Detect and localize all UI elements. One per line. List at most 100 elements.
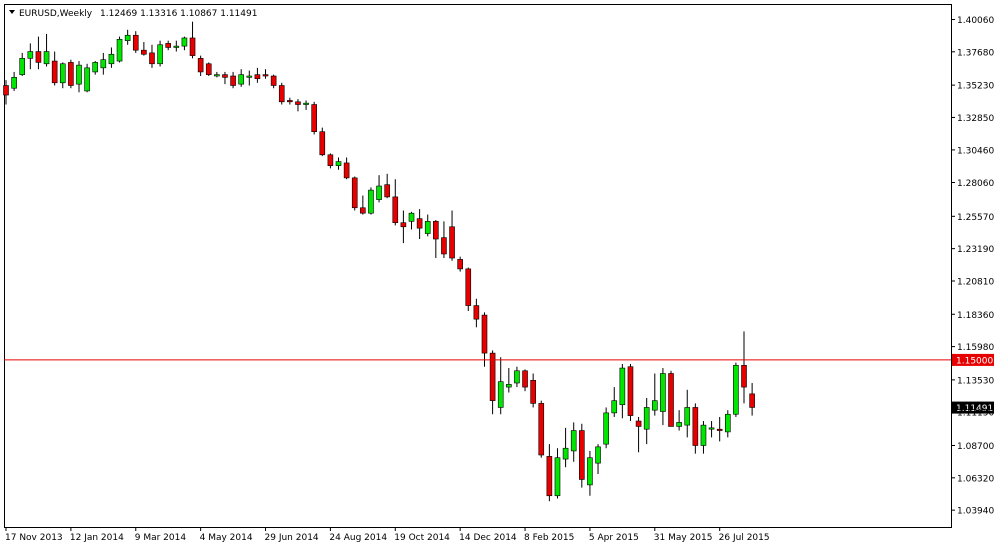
candle bbox=[230, 71, 236, 89]
candle bbox=[246, 70, 253, 86]
bear-candle-body bbox=[433, 221, 439, 240]
bear-candle-body bbox=[327, 154, 334, 166]
candle bbox=[724, 410, 731, 438]
candle bbox=[343, 157, 350, 180]
candle bbox=[643, 397, 650, 445]
bull-candle-body bbox=[157, 44, 163, 65]
bear-candle-body bbox=[692, 407, 699, 446]
candle bbox=[708, 421, 715, 438]
candle bbox=[108, 47, 115, 68]
overlays: 1.15000 1.11491 bbox=[4, 353, 994, 414]
y-tick-label: 1.20810 bbox=[957, 277, 994, 287]
candle bbox=[700, 421, 707, 454]
y-tick-label: 1.06320 bbox=[957, 474, 994, 484]
bull-candle-body bbox=[651, 400, 658, 411]
bear-candle-body bbox=[400, 222, 407, 228]
candle bbox=[181, 36, 188, 51]
candle bbox=[214, 71, 220, 78]
candle bbox=[676, 410, 682, 431]
bull-candle-body bbox=[76, 64, 82, 85]
bear-candle-body bbox=[741, 365, 747, 388]
x-tick-label: 26 Jul 2015 bbox=[719, 533, 770, 543]
bear-candle-body bbox=[668, 373, 674, 427]
bear-candle-body bbox=[141, 49, 147, 55]
candles bbox=[3, 21, 755, 502]
bear-candle-body bbox=[546, 456, 553, 497]
y-tick-label: 1.30460 bbox=[957, 146, 994, 156]
x-tick-label: 9 Mar 2014 bbox=[135, 533, 187, 543]
bull-candle-body bbox=[108, 53, 115, 65]
candle bbox=[327, 153, 334, 169]
candle bbox=[611, 387, 618, 417]
candle bbox=[124, 29, 131, 45]
candle bbox=[360, 195, 366, 215]
bull-candle-body bbox=[700, 424, 707, 446]
bull-candle-body bbox=[59, 63, 66, 84]
bull-candle-body bbox=[181, 37, 188, 47]
bull-candle-body bbox=[100, 59, 107, 69]
y-tick-label: 1.37680 bbox=[957, 48, 994, 58]
bull-candle-body bbox=[570, 430, 577, 452]
price-axis[interactable]: 1.40060 1.37680 1.35230 1.32850 1.30460 1.280… bbox=[951, 16, 994, 517]
bull-candle-body bbox=[603, 412, 609, 445]
x-tick-label: 12 Jan 2014 bbox=[70, 533, 124, 543]
bull-candle-body bbox=[368, 189, 374, 214]
bull-candle-body bbox=[724, 413, 731, 433]
x-tick-label: 24 Aug 2014 bbox=[329, 533, 387, 543]
bear-candle-body bbox=[51, 60, 58, 84]
bear-candle-body bbox=[473, 305, 480, 320]
bear-candle-body bbox=[295, 101, 301, 105]
x-tick-label: 19 Oct 2014 bbox=[394, 533, 450, 543]
candle bbox=[376, 175, 382, 203]
candle bbox=[3, 80, 9, 105]
bear-candle-body bbox=[287, 100, 293, 103]
bear-candle-body bbox=[360, 207, 366, 214]
candle bbox=[84, 63, 90, 93]
candle bbox=[538, 400, 545, 458]
bull-candle-body bbox=[173, 45, 180, 48]
bear-candle-body bbox=[627, 366, 634, 416]
bull-candle-body bbox=[554, 457, 561, 497]
candle bbox=[457, 256, 463, 272]
bull-candle-body bbox=[733, 365, 739, 415]
candle bbox=[351, 176, 358, 211]
bear-candle-body bbox=[449, 226, 455, 259]
candle bbox=[262, 69, 269, 79]
candle bbox=[68, 59, 74, 89]
candle bbox=[733, 362, 739, 417]
candle bbox=[481, 312, 488, 367]
current-price-label: 1.11491 bbox=[956, 404, 993, 414]
time-axis[interactable]: 17 Nov 2013 12 Jan 2014 9 Mar 2014 4 May 20… bbox=[5, 527, 770, 543]
bull-candle-body bbox=[84, 67, 90, 92]
candle bbox=[270, 74, 277, 89]
dropdown-triangle-icon[interactable] bbox=[9, 10, 15, 14]
bull-candle-body bbox=[676, 422, 682, 427]
bull-candle-body bbox=[303, 102, 309, 105]
candle bbox=[749, 383, 755, 416]
candle bbox=[295, 99, 301, 112]
candle bbox=[741, 331, 747, 404]
bear-candle-body bbox=[165, 43, 171, 48]
candle bbox=[116, 36, 123, 63]
bull-candle-body bbox=[424, 221, 431, 234]
candle bbox=[222, 71, 228, 85]
bull-candle-body bbox=[708, 427, 715, 430]
x-tick-label: 5 Apr 2015 bbox=[589, 533, 639, 543]
bull-candle-body bbox=[124, 34, 131, 41]
bear-candle-body bbox=[384, 184, 390, 198]
x-tick-label: 17 Nov 2013 bbox=[5, 533, 63, 543]
bull-candle-body bbox=[214, 74, 220, 77]
candle bbox=[278, 82, 285, 105]
hline-price-tag bbox=[952, 353, 994, 366]
candle bbox=[441, 221, 447, 259]
candle bbox=[400, 210, 407, 244]
bull-candle-body bbox=[246, 75, 253, 78]
bear-candle-body bbox=[262, 74, 269, 77]
bull-candle-body bbox=[92, 62, 99, 73]
candle bbox=[424, 214, 431, 237]
candle bbox=[408, 211, 415, 230]
bear-candle-body bbox=[254, 74, 261, 80]
candle bbox=[59, 62, 66, 89]
y-tick-label: 1.18360 bbox=[957, 311, 994, 321]
